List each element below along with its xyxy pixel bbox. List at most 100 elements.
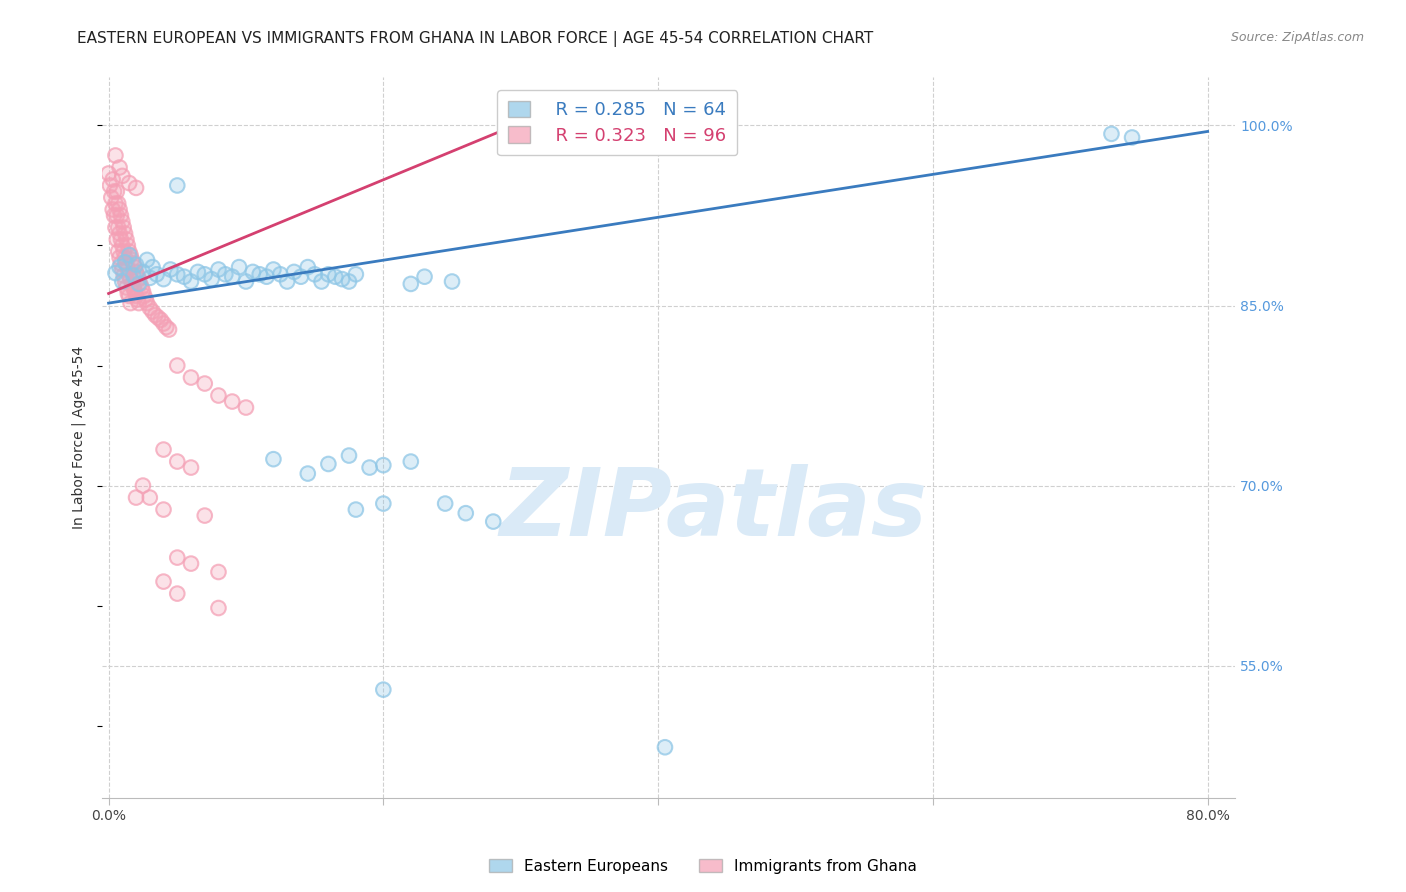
Point xyxy=(221,269,243,284)
Point xyxy=(180,460,202,475)
Point xyxy=(304,268,326,282)
Point xyxy=(337,275,360,289)
Point xyxy=(399,454,422,468)
Point xyxy=(120,248,142,262)
Point xyxy=(207,565,229,579)
Point xyxy=(157,322,180,336)
Point xyxy=(117,262,139,277)
Point xyxy=(112,268,135,283)
Point xyxy=(297,260,319,274)
Point xyxy=(121,252,143,267)
Point xyxy=(118,289,141,303)
Point xyxy=(139,301,162,315)
Point xyxy=(207,388,229,402)
Point xyxy=(434,497,457,511)
Point xyxy=(104,196,127,211)
Point xyxy=(114,227,136,241)
Point xyxy=(115,280,138,294)
Point xyxy=(323,269,346,284)
Point xyxy=(166,454,188,468)
Point xyxy=(152,317,174,331)
Point xyxy=(121,252,143,267)
Point xyxy=(117,238,139,252)
Point xyxy=(101,202,124,217)
Point xyxy=(128,277,150,291)
Point xyxy=(105,232,128,246)
Point xyxy=(311,275,333,289)
Point xyxy=(146,310,169,325)
Point xyxy=(118,248,141,262)
Point xyxy=(129,277,152,291)
Point xyxy=(207,601,229,615)
Point xyxy=(454,506,477,520)
Point xyxy=(434,497,457,511)
Point xyxy=(143,308,166,322)
Point xyxy=(166,550,188,565)
Point xyxy=(118,268,141,283)
Point xyxy=(235,401,257,415)
Point xyxy=(125,289,148,303)
Point xyxy=(214,268,236,282)
Point xyxy=(373,682,395,697)
Point xyxy=(111,238,134,252)
Point xyxy=(107,196,129,211)
Point xyxy=(344,502,367,516)
Point xyxy=(117,238,139,252)
Point xyxy=(344,502,367,516)
Point xyxy=(166,178,188,193)
Text: EASTERN EUROPEAN VS IMMIGRANTS FROM GHANA IN LABOR FORCE | AGE 45-54 CORRELATION: EASTERN EUROPEAN VS IMMIGRANTS FROM GHAN… xyxy=(77,31,873,47)
Point xyxy=(152,574,174,589)
Point xyxy=(122,256,145,270)
Point xyxy=(318,268,340,282)
Point xyxy=(103,185,125,199)
Point xyxy=(105,232,128,246)
Point xyxy=(136,252,159,267)
Point xyxy=(100,190,122,204)
Point xyxy=(207,601,229,615)
Point xyxy=(118,248,141,262)
Point xyxy=(104,148,127,162)
Point xyxy=(121,277,143,291)
Point xyxy=(114,275,136,289)
Point xyxy=(141,260,163,274)
Point xyxy=(337,449,360,463)
Point xyxy=(128,296,150,310)
Point xyxy=(101,172,124,186)
Point xyxy=(221,394,243,409)
Point xyxy=(131,280,153,294)
Point xyxy=(330,272,353,286)
Point xyxy=(112,244,135,259)
Point xyxy=(283,265,305,279)
Point xyxy=(115,280,138,294)
Point xyxy=(124,284,146,298)
Point xyxy=(108,260,131,274)
Point xyxy=(159,262,181,277)
Point xyxy=(149,313,172,327)
Point xyxy=(107,244,129,259)
Point xyxy=(98,178,121,193)
Point xyxy=(122,268,145,283)
Point xyxy=(166,550,188,565)
Point xyxy=(187,265,209,279)
Point xyxy=(120,296,142,310)
Point xyxy=(155,320,177,334)
Point xyxy=(654,740,676,755)
Point xyxy=(104,148,127,162)
Point xyxy=(173,269,195,284)
Point xyxy=(359,460,381,475)
Point xyxy=(132,478,155,492)
Point xyxy=(187,265,209,279)
Point xyxy=(104,220,127,235)
Point xyxy=(146,310,169,325)
Point xyxy=(127,268,149,283)
Point xyxy=(128,296,150,310)
Point xyxy=(125,181,148,195)
Point xyxy=(152,442,174,457)
Point xyxy=(110,256,132,270)
Point xyxy=(152,442,174,457)
Point xyxy=(201,272,224,286)
Point xyxy=(117,286,139,301)
Point xyxy=(111,169,134,183)
Point xyxy=(276,275,298,289)
Point xyxy=(166,586,188,600)
